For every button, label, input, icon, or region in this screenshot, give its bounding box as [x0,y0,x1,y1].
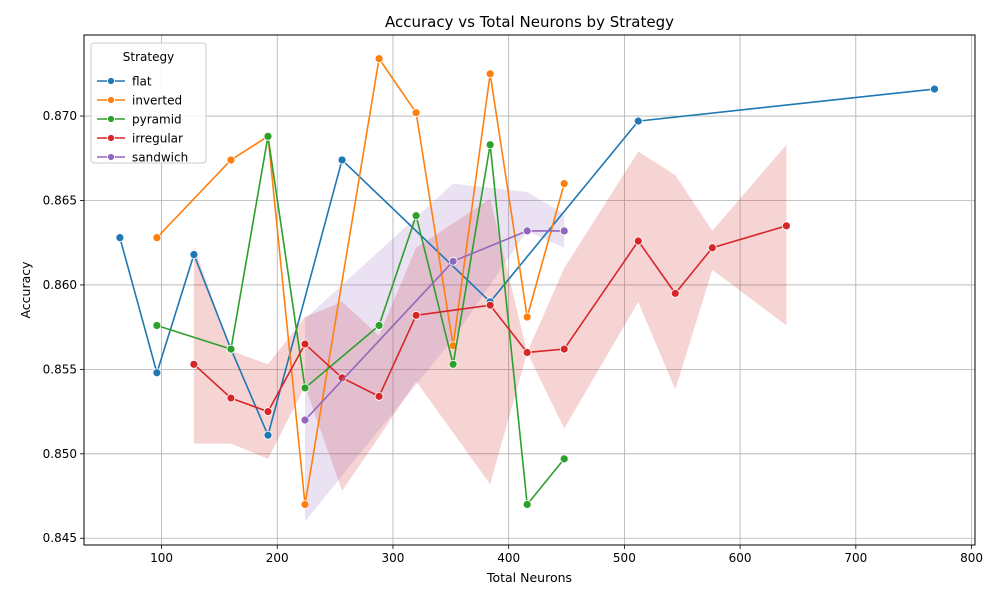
data-point-flat [337,155,347,165]
data-point-pyramid [263,131,273,141]
legend-item-sandwich: sandwich [97,151,188,165]
legend-item-pyramid: pyramid [97,113,182,127]
data-point-inverted [411,108,421,118]
plot-frame [83,34,976,546]
series-line-inverted [156,57,565,506]
series-lines [115,54,939,509]
series-sandwich [300,226,569,425]
data-point-pyramid [300,383,310,393]
legend-item-flat: flat [97,75,152,89]
data-point-flat [189,250,199,259]
data-point-sandwich [559,226,569,236]
data-point-sandwich [448,256,458,266]
data-point-irregular [226,393,236,403]
data-point-inverted [300,500,310,509]
data-point-sandwich [522,226,532,236]
series-inverted [152,54,569,509]
data-point-irregular [522,348,532,357]
y-tick-label: 0.870 [43,109,77,123]
data-point-pyramid [485,140,495,150]
chart-title: Accuracy vs Total Neurons by Strategy [385,13,674,31]
data-point-inverted [152,233,162,243]
x-tick-label: 800 [960,551,983,565]
x-tick-label: 300 [382,551,405,565]
data-point-irregular [559,344,569,354]
legend-marker [107,115,115,123]
x-tick-label: 500 [613,551,636,565]
data-point-irregular [374,391,384,401]
data-point-pyramid [559,454,569,464]
x-tick-label: 200 [266,551,289,565]
data-point-inverted [226,155,236,165]
data-point-inverted [522,312,532,322]
data-point-irregular [707,243,717,253]
legend-label: sandwich [132,151,188,165]
data-point-pyramid [522,500,532,509]
series-line-pyramid [156,135,565,506]
data-point-flat [152,368,162,378]
data-point-irregular [633,236,643,246]
y-tick-label: 0.855 [43,362,77,376]
y-tick-label: 0.865 [43,193,77,207]
data-point-flat [263,430,273,440]
data-point-pyramid [152,321,162,330]
data-point-inverted [559,179,569,189]
data-point-pyramid [374,321,384,330]
data-point-irregular [337,373,347,383]
series-irregular [189,221,791,416]
legend-marker [107,96,115,104]
data-point-irregular [670,288,680,298]
data-point-flat [115,233,125,243]
confidence-bands [193,144,787,522]
series-pyramid [152,131,569,509]
data-point-irregular [263,407,273,416]
data-point-inverted [374,54,384,64]
series-line-sandwich [304,230,565,421]
y-tick-label: 0.845 [43,531,77,545]
legend-item-irregular: irregular [97,132,183,146]
x-tick-label: 700 [844,551,867,565]
data-point-flat [633,116,643,126]
legend-marker [107,134,115,142]
y-tick-label: 0.860 [43,278,77,292]
data-point-pyramid [411,211,421,221]
legend-item-inverted: inverted [97,94,182,108]
plot-area [84,35,975,545]
legend-label: flat [132,75,152,89]
grid-lines [84,35,975,545]
legend-title: Strategy [123,50,174,64]
y-axis-label: Accuracy [18,261,33,319]
data-point-irregular [300,339,310,349]
x-tick-label: 600 [729,551,752,565]
legend-label: pyramid [132,113,182,127]
data-point-pyramid [226,344,236,354]
x-tick-label: 400 [497,551,520,565]
axis-ticks: 100 200 300 400 500 600 700 800 0.845 0.850 0.855 0… [43,109,983,565]
y-tick-label: 0.850 [43,447,77,461]
legend-marker [107,153,115,161]
data-point-inverted [485,69,495,79]
data-point-irregular [485,300,495,310]
x-tick-label: 100 [150,551,173,565]
legend: Strategy flat inverted pyramid irregular san… [90,42,207,165]
data-point-flat [930,84,939,94]
ci-band-irregular [193,144,787,491]
ci-band-sandwich [305,183,565,522]
data-point-irregular [781,221,791,231]
data-point-irregular [411,310,421,320]
data-point-sandwich [300,415,310,425]
x-axis-label: Total Neurons [486,570,572,585]
legend-marker [107,77,115,85]
legend-box [90,42,207,164]
legend-label: inverted [132,94,182,108]
series-line-irregular [193,225,787,413]
data-point-pyramid [448,359,458,369]
legend-label: irregular [132,132,183,146]
data-point-irregular [189,359,199,369]
